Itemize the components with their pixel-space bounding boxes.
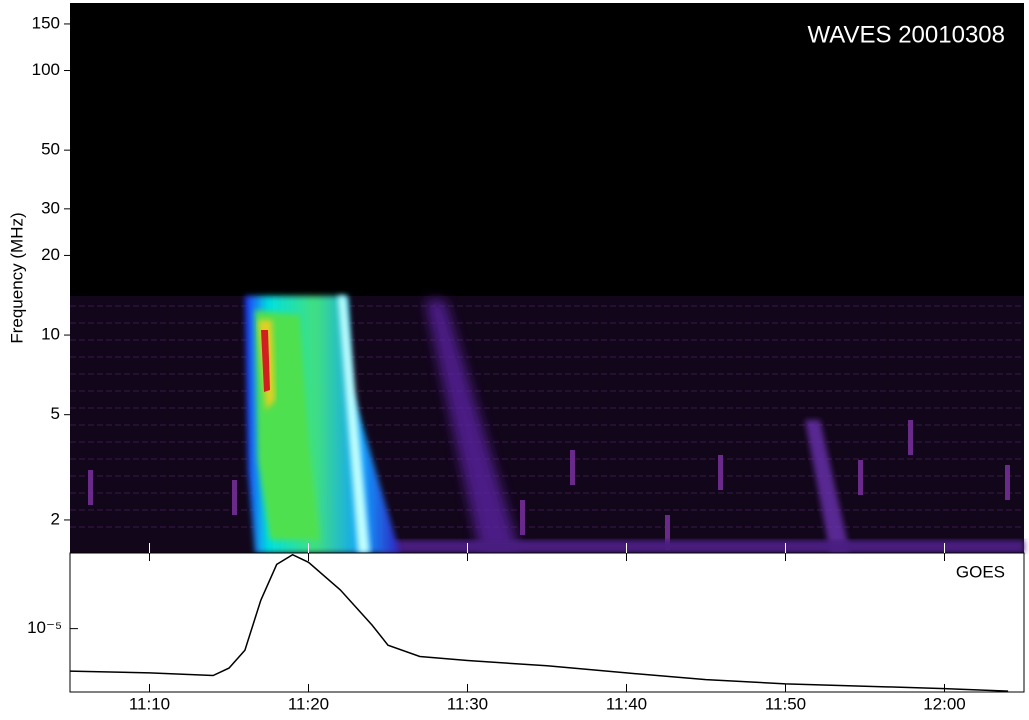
- goes-curve: [69, 553, 1009, 692]
- x-tick-label: 12:00: [923, 694, 966, 713]
- streak: [908, 420, 913, 455]
- streak: [718, 455, 723, 490]
- streak: [1005, 465, 1010, 500]
- x-tick-label: 11:50: [765, 694, 806, 713]
- y-axis-title: Frequency (MHz): [7, 212, 26, 343]
- chart-title: WAVES 20010308: [808, 21, 1005, 48]
- streak: [570, 450, 575, 485]
- y-tick-label: 5: [51, 404, 60, 423]
- spectrogram-image: [70, 296, 1024, 553]
- drift-burst: [425, 300, 520, 553]
- y-tick-label: 30: [41, 198, 60, 217]
- y-tick-label: 10: [41, 325, 60, 344]
- y-tick-label: 10⁻⁵: [27, 618, 62, 637]
- y-tick-label: 50: [41, 140, 60, 159]
- streak: [232, 480, 237, 515]
- goes-label: GOES: [956, 562, 1005, 581]
- burst-line: [338, 296, 370, 553]
- y-tick-label: 20: [41, 245, 60, 264]
- x-tick-label: 11:40: [606, 694, 647, 713]
- y-tick-label: 100: [32, 60, 60, 79]
- streak: [858, 460, 863, 495]
- floor: [380, 540, 1024, 553]
- streak: [665, 515, 670, 550]
- burst-peak: [261, 330, 270, 392]
- x-tick-label: 11:20: [288, 694, 329, 713]
- streak: [520, 500, 525, 535]
- y-tick-label: 2: [51, 509, 60, 528]
- drift-burst: [805, 420, 850, 553]
- x-tick-label: 11:30: [447, 694, 488, 713]
- streak: [88, 470, 93, 505]
- goes-panel: [69, 552, 1025, 693]
- x-tick-label: 11:10: [129, 694, 170, 713]
- y-tick-label: 150: [32, 13, 60, 32]
